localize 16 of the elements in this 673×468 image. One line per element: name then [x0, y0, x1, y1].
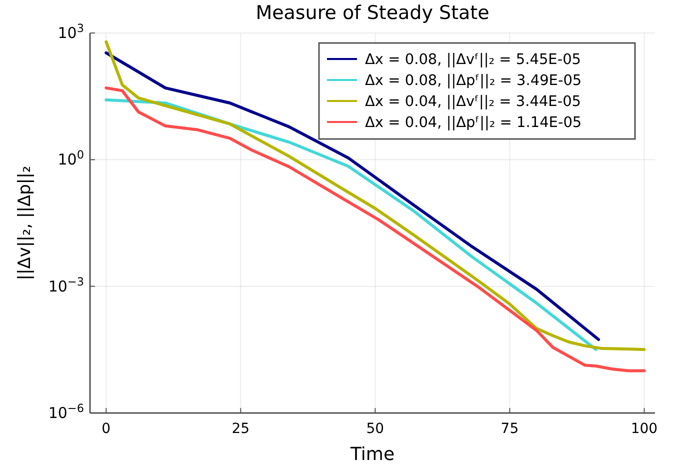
x-tick-label: 75 [500, 421, 519, 437]
x-tick-label: 50 [366, 421, 384, 437]
legend-label: Δx = 0.04, ||Δvᶠ||₂ = 3.44E-05 [365, 94, 582, 110]
y-tick-label: 10$^{0}$ [58, 148, 84, 169]
y-tick-label: 10$^{−3}$ [48, 274, 84, 296]
x-tick-label: 0 [102, 421, 111, 437]
legend-label: Δx = 0.08, ||Δvᶠ||₂ = 5.45E-05 [365, 52, 582, 68]
x-tick-label: 100 [630, 421, 658, 437]
y-tick-label: 10$^{3}$ [58, 22, 84, 42]
x-tick-label: 25 [232, 421, 250, 437]
y-axis-title: ||Δv||₂, ||Δp||₂ [15, 166, 35, 280]
y-tick-label: 10$^{−6}$ [48, 402, 84, 422]
legend-label: Δx = 0.04, ||Δpᶠ||₂ = 1.14E-05 [365, 115, 582, 131]
x-axis-title: Time [349, 444, 395, 465]
chart-title: Measure of Steady State [256, 2, 490, 24]
legend-label: Δx = 0.08, ||Δpᶠ||₂ = 3.49E-05 [365, 73, 582, 89]
